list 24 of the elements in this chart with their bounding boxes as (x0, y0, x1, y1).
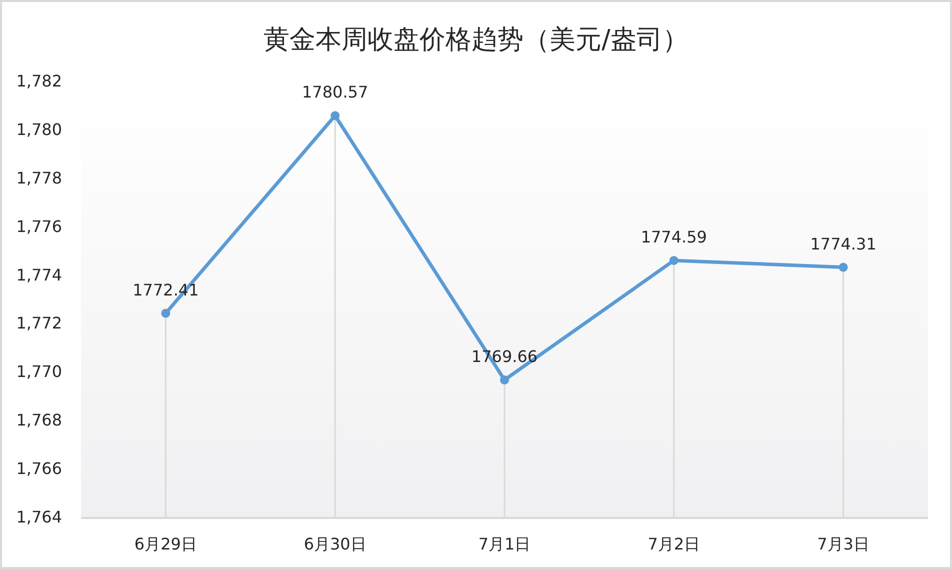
point (330, 111, 340, 120)
y-tick-label: 1,782 (16, 72, 62, 90)
y-tick-label: 1,770 (16, 362, 62, 382)
y-tick-label: 1,766 (16, 459, 62, 478)
y-tick-label: 1,768 (16, 410, 62, 430)
chart-title: 黄金本周收盘价格趋势（美元/盎司） (264, 25, 688, 55)
x-tick-label: 7月1日 (478, 534, 531, 554)
y-tick-label: 1,778 (16, 168, 62, 188)
data-label: 1774.31 (810, 234, 876, 254)
point (669, 256, 678, 265)
y-tick-label: 1,772 (16, 314, 62, 333)
data-label: 1774.59 (640, 227, 707, 246)
y-tick-label: 1,764 (16, 508, 62, 526)
x-tick-label: 7月2日 (648, 534, 700, 554)
x-tick-label: 6月30日 (304, 534, 366, 554)
data-label: 1780.57 (302, 82, 368, 102)
x-tick-label: 6月29日 (134, 534, 197, 554)
point (838, 262, 848, 272)
point (161, 308, 170, 318)
y-tick-label: 1,774 (16, 265, 62, 284)
y-tick-label: 1,776 (16, 216, 62, 236)
y-tick-label: 1,780 (16, 120, 62, 139)
x-tick-label: 7月3日 (817, 534, 870, 554)
point (500, 375, 509, 384)
